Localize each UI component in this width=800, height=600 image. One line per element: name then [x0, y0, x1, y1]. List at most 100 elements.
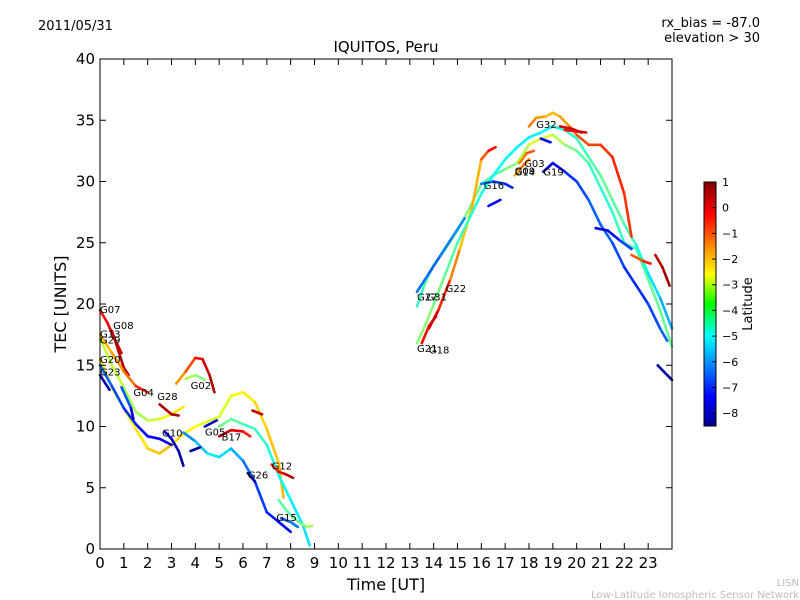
series-segment: [656, 363, 669, 377]
series-segment: [587, 155, 602, 177]
y-tick-label: 5: [85, 479, 95, 497]
series-segment: [630, 253, 645, 263]
series-segment: [661, 265, 671, 287]
series-segment: [277, 498, 288, 512]
series-segment: [551, 133, 567, 147]
series-segment: [599, 223, 614, 245]
series-segment: [599, 186, 614, 214]
series-segment: [189, 445, 202, 453]
satellite-label: G08: [113, 321, 133, 332]
series-segment: [110, 363, 126, 389]
x-tick-label: 12: [376, 554, 395, 572]
series-g28b: [630, 253, 652, 265]
satellite-label: G14: [515, 168, 535, 179]
series-segment: [491, 180, 507, 186]
series-segment: [134, 410, 149, 422]
series-segment: [427, 253, 443, 275]
y-tick-label: 20: [76, 295, 95, 313]
series-segment: [98, 308, 109, 324]
series-segment: [284, 508, 295, 519]
satellite-label: G21: [417, 344, 437, 355]
series-g31: [98, 373, 111, 392]
series-g28: [158, 403, 180, 417]
series-segment: [575, 180, 590, 202]
series-segment: [658, 296, 674, 330]
series-g13: [98, 333, 149, 394]
series-segment: [98, 336, 114, 367]
series-segment: [470, 158, 483, 210]
series-segment: [425, 302, 436, 324]
x-tick-label: 13: [400, 554, 419, 572]
series-segment: [306, 524, 314, 529]
satellite-label: G03: [524, 159, 544, 170]
series-segment: [98, 333, 114, 355]
series-segment: [217, 394, 233, 419]
x-tick-label: 17: [496, 554, 515, 572]
series-segment: [539, 125, 555, 134]
series-g05: [203, 419, 219, 428]
series-segment: [551, 111, 562, 118]
series-segment: [468, 192, 483, 220]
y-tick-label: 0: [85, 540, 95, 558]
series-segment: [541, 161, 555, 173]
date-label: 2011/05/31: [38, 19, 113, 34]
satellite-label: G13: [100, 329, 120, 340]
series-segment: [289, 498, 304, 526]
series-segment: [134, 427, 149, 450]
series-segment: [575, 130, 588, 134]
series-segment: [170, 437, 180, 453]
x-tick-label: 5: [214, 554, 224, 572]
satellite-label: G19: [543, 168, 563, 179]
colorbar-tick-label: 1: [722, 176, 729, 189]
satellite-label: G18: [429, 345, 449, 356]
series-segment: [117, 351, 126, 370]
series-g12b: [270, 463, 295, 480]
x-tick-label: 7: [262, 554, 272, 572]
colorbar-tick-label: −7: [722, 381, 738, 394]
satellite-label: G29: [100, 336, 120, 347]
series-segment: [229, 390, 245, 398]
series-segment: [525, 149, 536, 155]
series-segment: [646, 272, 662, 300]
satellite-label: G23: [100, 367, 120, 378]
series-segment: [251, 409, 264, 416]
satellite-label: G15: [276, 513, 296, 524]
series-g04: [120, 385, 135, 421]
footer-lisn: LISN: [777, 578, 799, 589]
x-tick-label: 20: [567, 554, 586, 572]
series-segment: [611, 210, 626, 245]
series-g19: [541, 161, 669, 343]
series-segment: [146, 417, 161, 422]
series-segment: [217, 447, 233, 459]
series-segment: [527, 131, 543, 139]
series-segment: [158, 443, 173, 455]
series-g22b: [563, 128, 588, 134]
series-segment: [194, 420, 209, 428]
series-segment: [217, 417, 233, 428]
series-g31b: [415, 217, 467, 294]
series-g18: [420, 314, 438, 345]
series-segment: [415, 321, 428, 345]
series-segment: [665, 373, 674, 382]
series-segment: [611, 155, 626, 196]
series-g14: [513, 158, 531, 177]
x-tick-label: 23: [639, 554, 658, 572]
satellite-label: G27: [417, 293, 437, 304]
series-segment: [503, 161, 519, 171]
x-tick-label: 10: [329, 554, 348, 572]
series-g03b: [539, 137, 552, 144]
series-segment: [217, 428, 233, 438]
colorbar-tick-label: −5: [722, 330, 738, 343]
x-tick-label: 2: [143, 554, 153, 572]
series-segment: [122, 366, 130, 377]
series-segment: [246, 471, 257, 483]
rx-bias-label: rx_bias = -87.0: [661, 16, 760, 31]
series-segment: [184, 356, 197, 373]
series-segment: [563, 170, 579, 183]
series-segment: [241, 422, 257, 431]
series-segment: [622, 265, 638, 287]
series-g03: [518, 149, 536, 165]
series-segment: [456, 217, 471, 245]
series-segment: [415, 272, 431, 294]
series-segment: [229, 447, 245, 463]
